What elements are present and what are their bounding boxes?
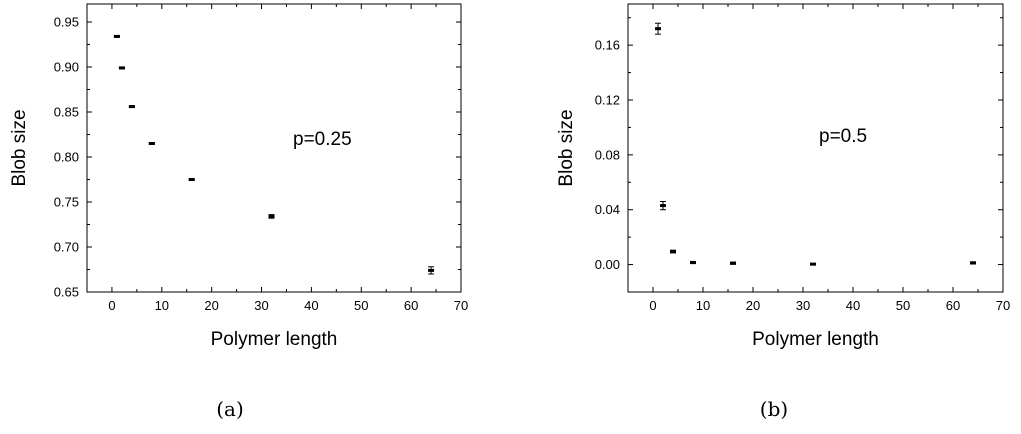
x-tick-label: 50 [354, 298, 368, 313]
y-tick-label: 0.80 [54, 150, 79, 165]
x-tick-label: 60 [404, 298, 418, 313]
data-point [113, 34, 120, 38]
data-point [268, 214, 275, 218]
y-tick-label: 0.16 [595, 38, 620, 53]
data-point [810, 262, 816, 266]
panel-caption: (b) [760, 397, 788, 421]
x-tick-label: 60 [946, 298, 960, 313]
data-point [148, 142, 155, 145]
y-tick-label: 0.00 [595, 257, 620, 272]
data-point [118, 66, 125, 70]
p-value-annotation: p=0.5 [819, 126, 867, 147]
x-tick-label: 40 [846, 298, 860, 313]
x-tick-label: 20 [204, 298, 218, 313]
x-axis-title: Polymer length [211, 329, 338, 350]
data-point [655, 27, 661, 31]
y-tick-label: 0.70 [54, 240, 79, 255]
x-tick-label: 0 [108, 298, 115, 313]
y-tick-label: 0.65 [54, 285, 79, 300]
chart-panel-b: 0 10 20 30 40 50 60 70 0.00 0.04 0.08 0.12 0.16 Polym… [556, 3, 1010, 421]
y-axis-title: Blob size [9, 109, 30, 186]
y-tick-label: 0.85 [54, 105, 79, 120]
chart-panel-a: 0 10 20 30 40 50 60 70 0.65 0.70 0.75 0.80 0.85 0.90 0… [9, 3, 468, 421]
x-tick-label: 40 [304, 298, 318, 313]
data-point [428, 268, 435, 272]
panel-caption: (a) [216, 397, 244, 421]
plot-frame [86, 3, 462, 293]
y-tick-label: 0.04 [595, 202, 620, 217]
x-tick-label: 50 [896, 298, 910, 313]
x-tick-label: 0 [649, 298, 656, 313]
data-point [730, 261, 736, 265]
plot-frame [627, 3, 1004, 293]
x-axis-title: Polymer length [752, 329, 879, 350]
x-tick-label: 30 [796, 298, 810, 313]
x-tick-label: 20 [746, 298, 760, 313]
p-value-annotation: p=0.25 [293, 129, 352, 150]
x-tick-label: 30 [254, 298, 268, 313]
data-point [660, 204, 666, 208]
y-tick-label: 0.75 [54, 195, 79, 210]
y-tick-label: 0.95 [54, 15, 79, 30]
data-point [970, 261, 976, 265]
y-tick-label: 0.12 [595, 93, 620, 108]
y-tick-label: 0.90 [54, 60, 79, 75]
x-tick-label: 10 [696, 298, 710, 313]
data-point [188, 178, 195, 181]
x-tick-label: 70 [996, 298, 1010, 313]
y-tick-label: 0.08 [595, 147, 620, 162]
data-point [670, 250, 676, 254]
x-tick-label: 10 [155, 298, 169, 313]
x-tick-label: 70 [454, 298, 468, 313]
data-point [128, 105, 135, 109]
y-axis-title: Blob size [556, 109, 577, 186]
data-point [690, 261, 696, 265]
